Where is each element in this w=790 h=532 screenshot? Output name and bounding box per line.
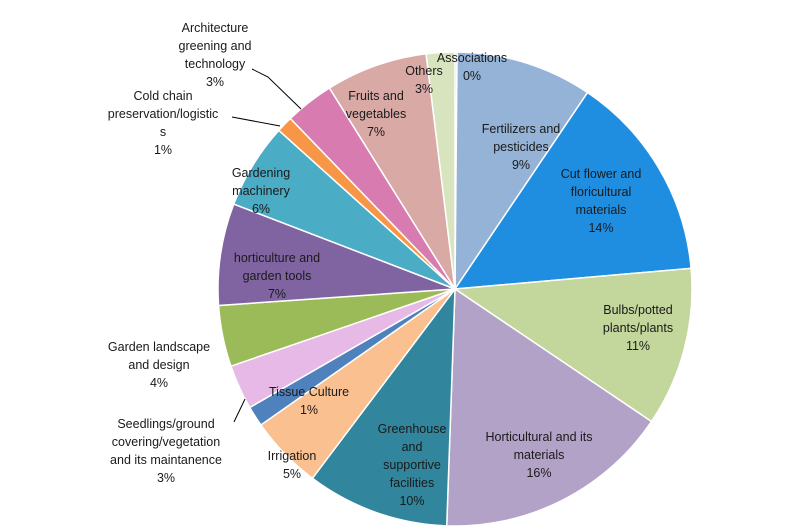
slice-label-16: Others 3% bbox=[405, 64, 443, 96]
slice-label-4: Bulbs/potted plants/plants 11% bbox=[603, 303, 673, 353]
pie-slice-11 bbox=[217, 203, 456, 307]
slice-label-3: Cut flower and floricultural materials 14% bbox=[561, 167, 642, 235]
slice-label-10: Garden landscape and design 4% bbox=[108, 340, 210, 390]
slice-label-6: Greenhouse and supportive facilities 10% bbox=[378, 422, 447, 508]
slice-label-11: horticulture and garden tools 7% bbox=[234, 251, 320, 301]
slice-label-9: Seedlings/ground covering/vegetation and i… bbox=[110, 417, 222, 485]
leader-line-3 bbox=[233, 398, 246, 423]
slice-label-14: Architecture greening and technology 3% bbox=[179, 21, 252, 89]
leader-line-2 bbox=[231, 116, 281, 127]
pie-slice-15 bbox=[328, 53, 456, 290]
slice-label-15: Fruits and vegetables 7% bbox=[346, 89, 406, 139]
pie-slices bbox=[217, 51, 693, 527]
leader-lines bbox=[231, 68, 302, 423]
slice-label-8: Tissue Culture 1% bbox=[269, 385, 349, 417]
pie-slice-3 bbox=[454, 91, 692, 290]
pie-slice-2 bbox=[454, 51, 589, 290]
slice-label-1: Associations 0% bbox=[437, 51, 507, 83]
slice-label-13: Cold chain preservation/logistic s 1% bbox=[108, 89, 218, 157]
pie-slice-16 bbox=[425, 51, 456, 290]
leader-line-1 bbox=[251, 68, 302, 110]
pie-slice-5 bbox=[445, 288, 653, 527]
slice-labels: Associations 0% Fertilizers and pesticides 9… bbox=[108, 21, 673, 508]
slice-label-12: Gardening machinery 6% bbox=[232, 166, 291, 216]
slice-label-5: Horticultural and its materials 16% bbox=[486, 430, 593, 480]
pie-slice-4 bbox=[454, 267, 693, 423]
pie-slice-6 bbox=[311, 288, 456, 527]
slice-label-7: Irrigation 5% bbox=[268, 449, 317, 481]
slice-label-2: Fertilizers and pesticides 9% bbox=[482, 122, 561, 172]
